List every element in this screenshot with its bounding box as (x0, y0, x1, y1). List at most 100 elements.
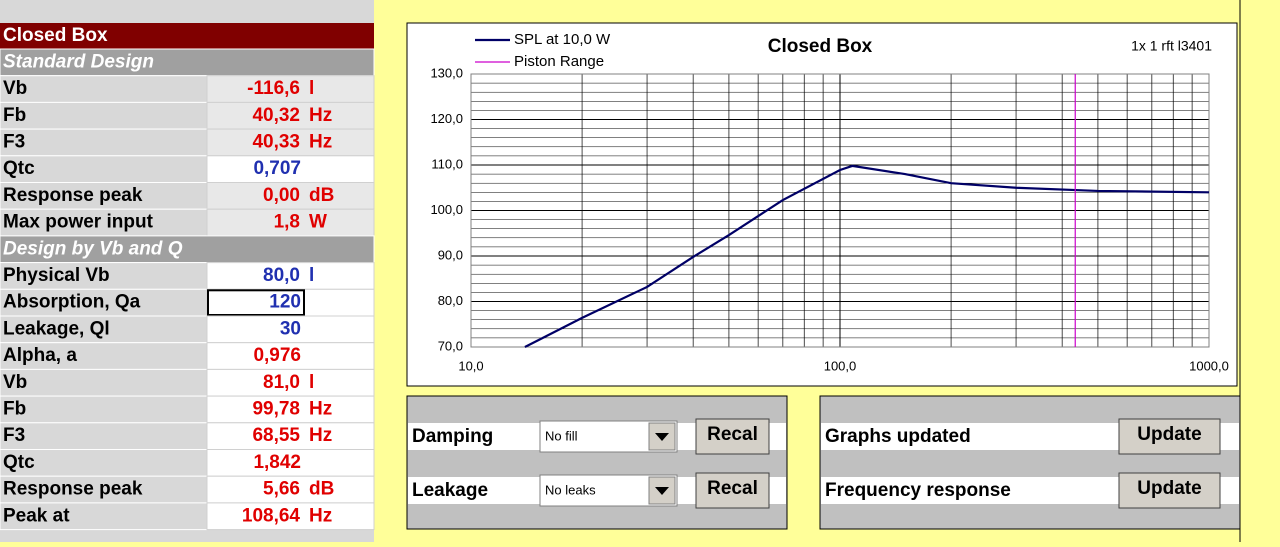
row-unit: dB (309, 479, 334, 500)
row-unit: l (309, 265, 314, 286)
row-value: 5,66 (263, 479, 300, 500)
x-tick-label: 100,0 (824, 358, 857, 373)
row-value: 40,32 (252, 105, 300, 126)
panel (406, 395, 788, 530)
label-cell (0, 449, 208, 477)
label-cell (0, 422, 208, 450)
row-label: Alpha, a (3, 345, 77, 366)
row-label: F3 (3, 425, 25, 446)
x-tick-label: 1000,0 (1189, 358, 1229, 373)
dropdown-arrow (655, 433, 669, 441)
series-line (524, 164, 1210, 348)
row-unit: Hz (309, 425, 332, 446)
row-label: Response peak (3, 185, 143, 206)
button[interactable] (1118, 418, 1221, 455)
plot-border (470, 73, 1210, 348)
row-label: F3 (3, 131, 25, 152)
button-label: Recal (707, 478, 758, 499)
row-label: Fb (3, 105, 26, 126)
value-cell (206, 155, 375, 184)
label-cell (0, 128, 208, 157)
label-cell (0, 262, 208, 290)
row-label: Leakage, Ql (3, 318, 110, 339)
row-label: Fb (3, 398, 26, 419)
value-cell (206, 395, 375, 424)
y-tick-label: 130,0 (430, 65, 463, 80)
chart-annotation: 1x 1 rft l3401 (1131, 38, 1212, 54)
dropdown-arrow (655, 487, 669, 495)
row-value: 81,0 (263, 372, 300, 393)
label-cell (0, 182, 208, 210)
row-value: 120 (269, 292, 301, 313)
row-unit: W (309, 212, 327, 233)
row-label: Peak at (3, 505, 70, 526)
row-value: 1,8 (274, 212, 300, 233)
row-value: 99,78 (252, 398, 300, 419)
label-cell (0, 395, 208, 424)
row-value: 0,00 (263, 185, 300, 206)
row-unit: Hz (309, 105, 332, 126)
row-value: 108,64 (242, 505, 301, 526)
row-value: 1,842 (253, 452, 301, 473)
value-cell (206, 502, 375, 531)
button[interactable] (695, 418, 770, 455)
selected-cell (207, 289, 305, 316)
value-cell (206, 475, 375, 504)
chart-title: Closed Box (768, 36, 873, 57)
row-value: 68,55 (252, 425, 300, 446)
row-label: Qtc (3, 452, 35, 473)
title-cell (0, 23, 374, 49)
dropdown-value: No fill (545, 428, 578, 443)
row-unit: Hz (309, 505, 332, 526)
row-label: Absorption, Qa (3, 292, 141, 313)
value-cell (206, 422, 375, 450)
row-unit: Hz (309, 131, 332, 152)
sheet-title: Closed Box (3, 25, 108, 46)
label-cell (0, 101, 208, 130)
section-label: Design by Vb and Q (3, 238, 183, 259)
label-cell (0, 475, 208, 504)
row-unit: l (309, 78, 314, 99)
row-value: 80,0 (263, 265, 300, 286)
value-cell (206, 75, 375, 103)
control-label: Frequency response (825, 480, 1011, 501)
row-unit: l (309, 372, 314, 393)
button-label: Update (1137, 478, 1201, 499)
row-value: 0,707 (253, 158, 301, 179)
value-cell (206, 208, 375, 237)
row-value: 30 (280, 318, 301, 339)
section-label: Standard Design (3, 51, 154, 72)
label-cell (0, 342, 208, 370)
y-tick-label: 120,0 (430, 111, 463, 126)
y-tick-label: 110,0 (431, 156, 463, 171)
row-label: Vb (3, 372, 27, 393)
x-tick-label: 10,0 (458, 358, 483, 373)
row-label: Vb (3, 78, 27, 99)
row-label: Qtc (3, 158, 35, 179)
row-value: 0,976 (253, 345, 301, 366)
y-tick-label: 90,0 (438, 247, 463, 262)
row-value: -116,6 (247, 78, 300, 99)
button-label: Recal (707, 424, 758, 445)
control-label: Damping (412, 426, 493, 447)
value-cell (206, 128, 375, 157)
dropdown-value: No leaks (545, 482, 596, 497)
value-cell (206, 182, 375, 210)
label-cell (0, 368, 208, 397)
value-cell (206, 315, 375, 344)
row-label: Response peak (3, 479, 143, 500)
value-cell (206, 101, 375, 130)
y-tick-label: 80,0 (438, 293, 463, 308)
chart-frame (406, 22, 1238, 387)
row-value: 40,33 (252, 131, 300, 152)
y-tick-label: 70,0 (438, 338, 463, 353)
button-label: Update (1137, 424, 1201, 445)
row-label: Max power input (3, 212, 154, 233)
label-cell (0, 75, 208, 103)
legend-label: Piston Range (514, 53, 604, 70)
button[interactable] (695, 472, 770, 509)
row-unit: Hz (309, 398, 332, 419)
button[interactable] (1118, 472, 1221, 509)
